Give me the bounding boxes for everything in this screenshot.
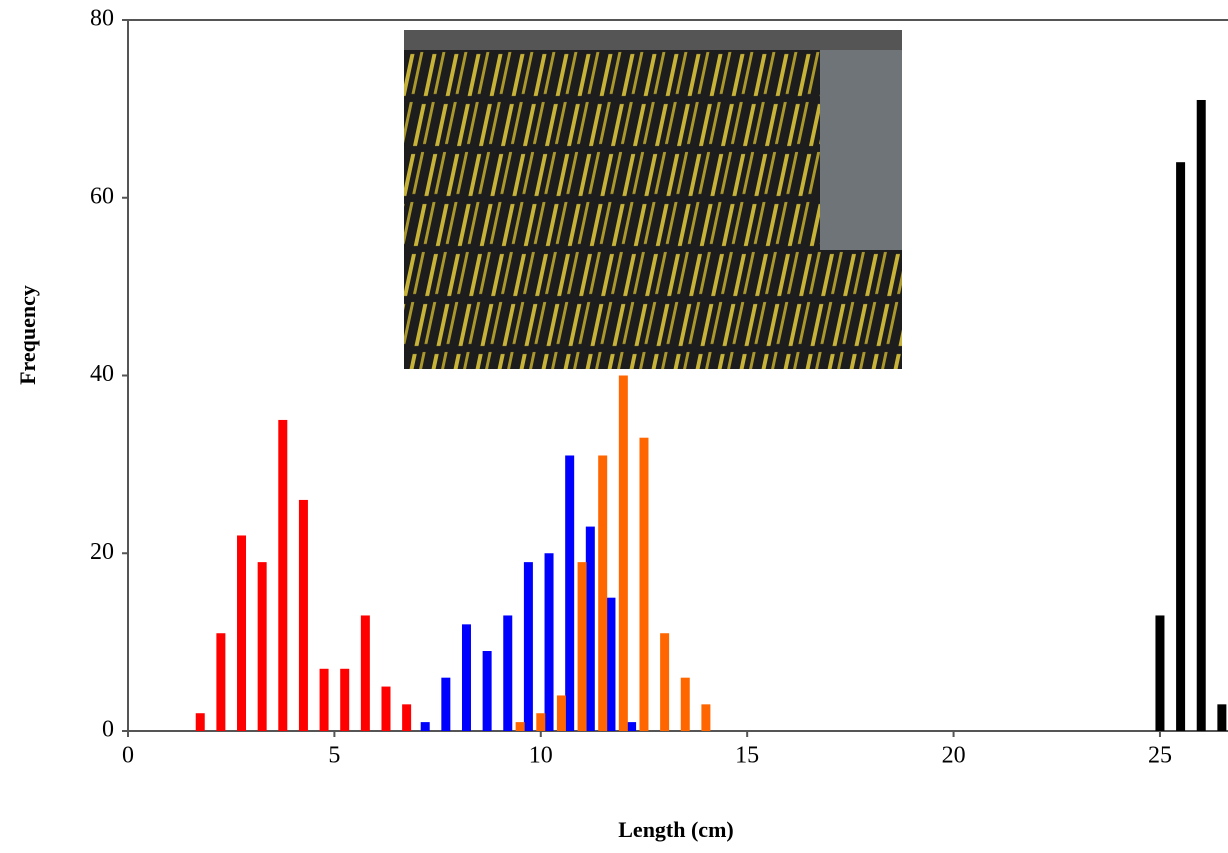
bar — [544, 553, 554, 731]
y-axis-title: Frequency — [15, 285, 40, 385]
bar — [1176, 162, 1186, 731]
x-tick-label: 20 — [942, 743, 966, 769]
y-tick-label: 20 — [90, 539, 114, 565]
x-tick-label: 15 — [735, 743, 759, 769]
bar — [1155, 615, 1165, 731]
bar — [482, 651, 492, 731]
bar — [195, 713, 205, 731]
bar — [503, 615, 513, 731]
bar — [585, 526, 595, 731]
bar — [441, 677, 451, 731]
bar — [237, 535, 247, 731]
bar — [606, 597, 616, 731]
bar — [701, 704, 711, 731]
bar — [556, 695, 566, 731]
x-tick-label: 5 — [328, 743, 340, 769]
bar — [523, 562, 533, 731]
bar — [461, 624, 471, 731]
bar — [577, 562, 587, 731]
y-tick-label: 40 — [90, 361, 114, 387]
bar — [565, 455, 575, 731]
y-tick-label: 80 — [90, 6, 114, 32]
bar — [1217, 704, 1227, 731]
x-tick-label: 10 — [529, 743, 553, 769]
bar — [627, 722, 637, 731]
bar — [536, 713, 546, 731]
bar — [278, 419, 288, 731]
bar — [639, 437, 649, 731]
bar — [257, 562, 267, 731]
bar — [420, 722, 430, 731]
bar — [298, 499, 308, 731]
bar — [216, 633, 226, 731]
x-axis-title: Length (cm) — [618, 817, 733, 842]
bar — [360, 615, 370, 731]
bar — [319, 668, 329, 731]
bar — [680, 677, 690, 731]
bar — [340, 668, 350, 731]
bar — [660, 633, 670, 731]
bar — [515, 722, 525, 731]
bar — [1196, 99, 1206, 732]
bar — [618, 375, 628, 731]
bar — [402, 704, 412, 731]
inset-photo — [404, 30, 902, 369]
x-tick-label: 25 — [1148, 743, 1172, 769]
x-tick-label: 0 — [122, 743, 134, 769]
bar — [598, 455, 608, 731]
y-tick-label: 60 — [90, 183, 114, 209]
bar — [381, 686, 391, 731]
y-tick-label: 0 — [102, 717, 114, 743]
